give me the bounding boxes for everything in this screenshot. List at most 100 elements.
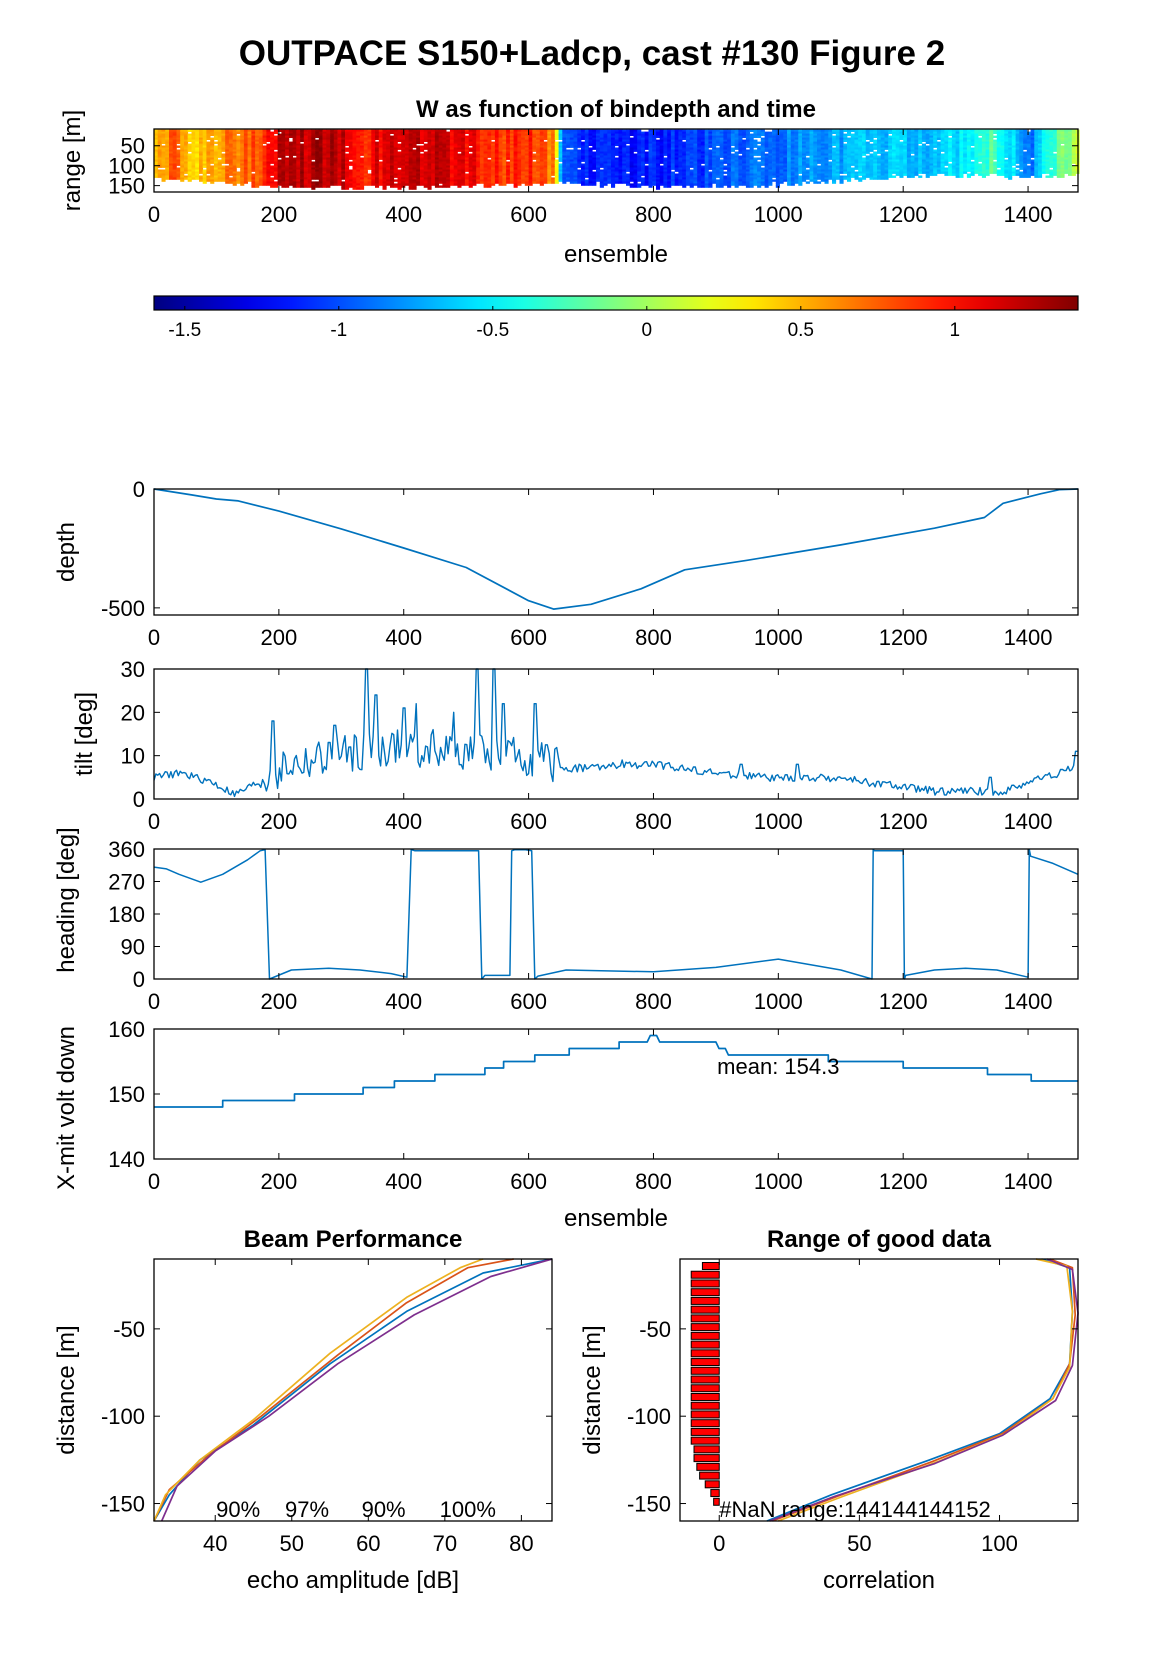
w-heatmap-cell	[281, 155, 286, 158]
w-heatmap-cell	[210, 175, 215, 178]
w-heatmap-cell	[551, 177, 556, 180]
w-heatmap-cell	[363, 173, 368, 176]
w-heatmap-cell	[157, 175, 162, 178]
w-heatmap-cell	[180, 137, 185, 140]
w-heatmap-cell	[476, 179, 481, 182]
w-heatmap-cell	[255, 177, 260, 180]
w-heatmap-cell	[813, 147, 818, 150]
w-heatmap-cell	[670, 135, 675, 138]
w-heatmap-cell	[468, 165, 473, 168]
w-heatmap-cell	[356, 157, 361, 160]
w-heatmap-cell	[566, 139, 571, 142]
w-heatmap-cell	[663, 163, 668, 166]
w-heatmap-cell	[667, 131, 672, 134]
w-heatmap-cell	[296, 171, 301, 174]
w-heatmap-cell	[371, 173, 376, 176]
w-heatmap-cell	[431, 173, 436, 176]
w-heatmap-cell	[491, 173, 496, 176]
w-heatmap-cell	[719, 185, 724, 188]
w-heatmap-cell	[573, 169, 578, 172]
w-heatmap-cell	[775, 163, 780, 166]
w-heatmap-cell	[296, 165, 301, 168]
w-heatmap-cell	[157, 143, 162, 146]
w-heatmap-cell	[285, 175, 290, 178]
w-heatmap-cell	[832, 137, 837, 140]
w-heatmap-cell	[843, 155, 848, 158]
w-heatmap-cell	[648, 169, 653, 172]
w-heatmap-cell	[599, 175, 604, 178]
w-heatmap-cell	[547, 137, 552, 140]
w-heatmap-cell	[805, 175, 810, 178]
w-heatmap-cell	[483, 147, 488, 150]
w-heatmap-cell	[543, 131, 548, 134]
w-heatmap-cell	[832, 173, 837, 176]
w-heatmap-cell	[431, 179, 436, 182]
w-heatmap-cell	[749, 185, 754, 188]
w-heatmap-cell	[603, 137, 608, 140]
w-heatmap-cell	[543, 175, 548, 178]
w-heatmap-cell	[232, 155, 237, 158]
w-heatmap-cell	[461, 169, 466, 172]
w-heatmap-cell	[611, 135, 616, 138]
w-heatmap-cell	[363, 157, 368, 160]
w-heatmap-cell	[266, 151, 271, 154]
w-heatmap-cell	[524, 141, 529, 144]
w-heatmap-cell	[599, 169, 604, 172]
w-heatmap-cell	[491, 167, 496, 170]
w-heatmap-cell	[247, 135, 252, 138]
w-heatmap-cell	[356, 169, 361, 172]
w-heatmap-cell	[494, 141, 499, 144]
w-heatmap-cell	[618, 171, 623, 174]
w-heatmap-cell	[648, 141, 653, 144]
w-heatmap-cell	[764, 171, 769, 174]
w-heatmap-cell	[794, 155, 799, 158]
w-heatmap-cell	[195, 169, 200, 172]
w-heatmap-cell	[506, 173, 511, 176]
w-heatmap-cell	[569, 179, 574, 182]
w-heatmap-cell	[461, 181, 466, 184]
w-heatmap-cell	[678, 161, 683, 164]
w-heatmap-cell	[839, 159, 844, 162]
w-heatmap-cell	[360, 159, 365, 162]
w-heatmap-cell	[588, 131, 593, 134]
w-heatmap-cell	[341, 175, 346, 178]
w-heatmap-cell	[479, 165, 484, 168]
w-heatmap-cell	[176, 129, 181, 132]
w-heatmap-cell	[622, 151, 627, 154]
w-heatmap-cell	[393, 129, 398, 132]
w-heatmap-cell	[659, 169, 664, 172]
w-heatmap-cell	[828, 141, 833, 144]
w-heatmap-cell	[772, 153, 777, 156]
w-heatmap-cell	[551, 137, 556, 140]
w-heatmap-cell	[449, 165, 454, 168]
w-heatmap-cell	[708, 167, 713, 170]
w-heatmap-cell	[408, 177, 413, 180]
w-heatmap-cell	[199, 161, 204, 164]
w-heatmap-cell	[659, 167, 664, 170]
w-heatmap-cell	[247, 157, 252, 160]
w-heatmap-cell	[345, 167, 350, 170]
w-heatmap-cell	[509, 129, 514, 132]
w-heatmap-cell	[532, 145, 537, 148]
w-heatmap-cell	[157, 129, 162, 132]
w-heatmap-cell	[169, 175, 174, 178]
w-heatmap-cell	[614, 165, 619, 168]
w-heatmap-cell	[255, 149, 260, 152]
w-heatmap-cell	[588, 141, 593, 144]
w-heatmap-cell	[566, 175, 571, 178]
w-heatmap-cell	[405, 165, 410, 168]
w-heatmap-cell	[704, 169, 709, 172]
w-heatmap-cell	[637, 177, 642, 180]
w-heatmap-cell	[266, 159, 271, 162]
w-heatmap-cell	[528, 159, 533, 162]
w-heatmap-cell	[176, 131, 181, 134]
w-heatmap-cell	[412, 151, 417, 154]
w-heatmap-cell	[206, 143, 211, 146]
w-heatmap-cell	[311, 171, 316, 174]
w-heatmap-cell	[599, 149, 604, 152]
w-heatmap-cell	[457, 137, 462, 140]
w-heatmap-cell	[356, 163, 361, 166]
w-heatmap-cell	[753, 133, 758, 136]
w-heatmap-cell	[322, 137, 327, 140]
w-heatmap-cell	[824, 159, 829, 162]
